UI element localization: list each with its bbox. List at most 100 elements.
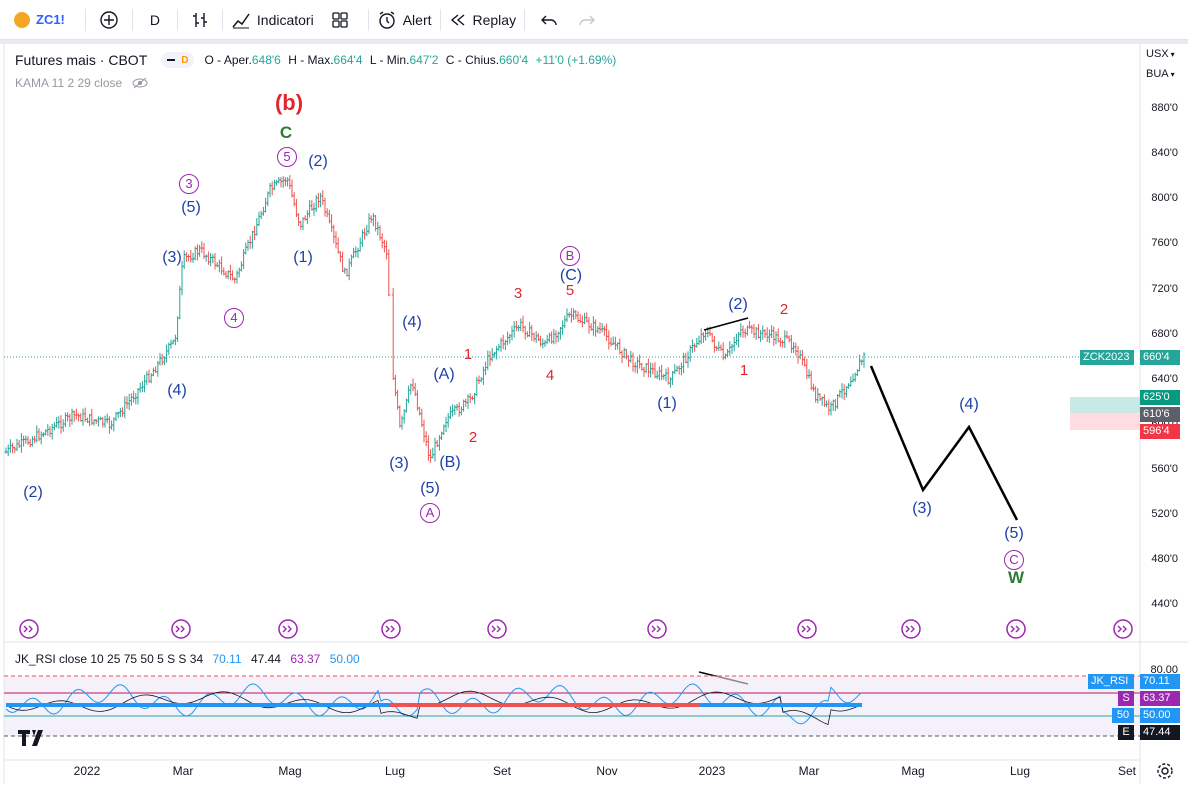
alarm-clock-icon [379, 10, 395, 29]
forward-marker-icon[interactable] [19, 619, 39, 639]
wave-label[interactable]: 3 [169, 174, 209, 194]
templates-button[interactable] [320, 0, 360, 40]
forward-marker-icon[interactable] [901, 619, 921, 639]
unit-selector[interactable]: BUA ▾ [1146, 68, 1175, 80]
kama-legend[interactable]: KAMA 11 2 29 close [15, 76, 148, 90]
currency-selector[interactable]: USX ▾ [1146, 48, 1175, 60]
wave-label[interactable]: (3) [389, 455, 409, 473]
wave-label[interactable]: B [550, 246, 590, 266]
change-value: +11'0 (+1.69%) [535, 53, 617, 67]
wave-label[interactable]: 2 [779, 301, 789, 318]
wave-label[interactable]: 2 [468, 429, 478, 446]
low-value: 647'2 [409, 53, 439, 67]
wave-label[interactable]: (4) [167, 382, 187, 400]
forward-marker-icon[interactable] [647, 619, 667, 639]
eye-hidden-icon[interactable] [132, 77, 148, 89]
rsi-name: JK_RSI close 10 25 75 50 5 S S 34 [15, 652, 204, 666]
indicators-label: Indicatori [256, 11, 314, 28]
alert-button[interactable]: Alert [377, 0, 432, 40]
time-tick: Mag [278, 764, 302, 778]
symbol-search[interactable]: ZC1! [14, 11, 65, 28]
redo-button[interactable] [571, 0, 603, 40]
symbol-price-tag: ZCK2023 [1080, 350, 1134, 365]
rsi-mid-value: 50.00 [329, 652, 360, 666]
wave-label[interactable]: C [994, 550, 1034, 570]
wave-label[interactable]: (1) [293, 249, 313, 267]
wave-label[interactable]: W [1007, 567, 1025, 587]
wave-label[interactable]: 5 [267, 147, 307, 167]
indicators-button[interactable]: Indicatori [231, 0, 314, 40]
forward-marker-icon[interactable] [1006, 619, 1026, 639]
rsi-legend[interactable]: JK_RSI close 10 25 75 50 5 S S 34 70.11 … [15, 652, 360, 666]
wave-label[interactable]: 3 [513, 285, 523, 302]
interval-button[interactable]: D [141, 0, 169, 40]
replay-button[interactable]: Replay [449, 0, 516, 40]
price-tick: 840'0 [1151, 147, 1178, 159]
interval-label: D [149, 11, 160, 28]
wave-label[interactable]: 5 [565, 282, 575, 299]
event-markers[interactable] [19, 619, 1133, 639]
divider [131, 8, 133, 31]
rsi-tag-value: 70.11 [1140, 674, 1180, 689]
wave-label[interactable]: (b) [274, 89, 304, 115]
minus-icon [167, 59, 176, 61]
forward-marker-icon[interactable] [797, 619, 817, 639]
undo-button[interactable] [533, 0, 565, 40]
unit-label: BUA [1146, 68, 1169, 80]
wave-label[interactable]: 4 [545, 367, 555, 384]
wave-label[interactable]: 4 [214, 308, 254, 328]
wave-label[interactable]: (3) [912, 500, 932, 518]
forward-marker-icon[interactable] [1113, 619, 1133, 639]
wave-label[interactable]: (2) [728, 296, 748, 314]
wave-label[interactable]: (2) [308, 153, 328, 171]
entry-price-tag: 610'6 [1140, 407, 1180, 422]
wave-label[interactable]: (1) [657, 395, 677, 413]
settings-button[interactable] [1156, 762, 1174, 785]
divider [439, 8, 441, 31]
wave-label[interactable]: C [279, 122, 293, 142]
wave-label[interactable]: (3) [162, 249, 182, 267]
open-value: 648'6 [251, 53, 281, 67]
wave-label[interactable]: (4) [959, 396, 979, 414]
tradingview-logo[interactable] [18, 730, 48, 751]
ohlc-values: O - Aper.648'6 H - Max.664'4 L - Min.647… [204, 53, 616, 67]
wave-label[interactable]: (C) [559, 267, 583, 285]
wave-label[interactable]: (A) [433, 366, 455, 384]
wave-label[interactable]: (5) [181, 199, 201, 217]
chart-type-button[interactable] [186, 0, 214, 40]
legend-badge[interactable]: D [161, 52, 195, 68]
trend-line[interactable] [703, 317, 749, 331]
price-bar [387, 249, 391, 297]
price-tick: 720'0 [1151, 283, 1178, 295]
time-tick: Mar [798, 764, 820, 778]
wave-label[interactable]: (2) [23, 484, 43, 502]
wave-label[interactable]: (5) [420, 480, 440, 498]
wave-label[interactable]: 1 [463, 346, 473, 363]
forward-marker-icon[interactable] [487, 619, 507, 639]
forward-marker-icon[interactable] [171, 619, 191, 639]
price-tick: 440'0 [1151, 598, 1178, 610]
target-zone [1070, 397, 1140, 413]
forward-marker-icon[interactable] [381, 619, 401, 639]
s-tag-value: 63.37 [1140, 691, 1180, 706]
price-tick: 520'0 [1151, 508, 1178, 520]
projection-path[interactable] [869, 365, 1019, 521]
mid-tag-label: 50 [1112, 708, 1134, 723]
wave-label[interactable]: 1 [739, 362, 749, 379]
chevron-down-icon: ▾ [1170, 70, 1175, 79]
high-label: H - Max. [288, 53, 334, 67]
time-tick: Mar [172, 764, 194, 778]
stop-zone [1070, 413, 1140, 430]
symbol-legend: Futures mais · CBOT D O - Aper.648'6 H -… [15, 52, 616, 68]
e-tag-value: 47.44 [1140, 725, 1180, 740]
stop-price-tag: 596'4 [1140, 424, 1180, 439]
target-price-tag: 625'0 [1140, 390, 1180, 405]
wave-label[interactable]: (4) [402, 314, 422, 332]
add-symbol-button[interactable] [94, 0, 124, 40]
legend-title: Futures mais · CBOT [15, 52, 148, 68]
forward-marker-icon[interactable] [278, 619, 298, 639]
wave-label[interactable]: (B) [439, 454, 461, 472]
wave-label[interactable]: (5) [1004, 525, 1024, 543]
wave-label[interactable]: A [410, 503, 450, 523]
